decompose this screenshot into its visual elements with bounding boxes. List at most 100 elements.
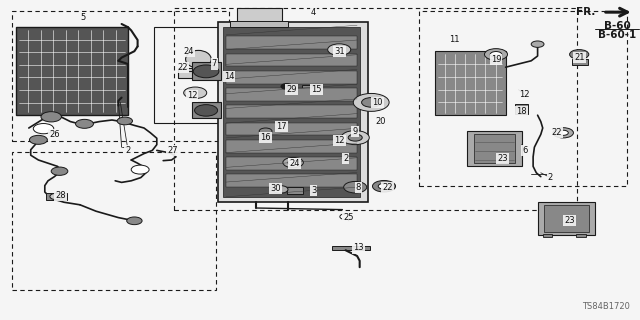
- Bar: [435, 51, 506, 115]
- Text: 12: 12: [187, 92, 197, 100]
- Circle shape: [378, 183, 390, 189]
- Bar: [237, 8, 282, 22]
- Circle shape: [51, 167, 68, 175]
- Bar: [544, 205, 589, 232]
- Text: 31: 31: [334, 47, 344, 56]
- Circle shape: [283, 157, 303, 168]
- Text: 26: 26: [49, 130, 60, 139]
- Text: 8: 8: [356, 183, 361, 192]
- Text: 22: 22: [552, 128, 562, 137]
- Bar: [226, 123, 357, 135]
- Bar: [515, 104, 528, 114]
- Text: 2: 2: [548, 173, 553, 182]
- Bar: [287, 187, 303, 194]
- Text: 2: 2: [343, 154, 348, 163]
- Circle shape: [259, 128, 272, 134]
- Bar: [154, 27, 224, 123]
- Circle shape: [29, 135, 47, 144]
- Bar: [302, 85, 321, 93]
- Text: 11: 11: [449, 36, 460, 44]
- Bar: [226, 54, 357, 67]
- Circle shape: [50, 193, 63, 200]
- Text: 3: 3: [311, 186, 316, 195]
- Text: 27: 27: [168, 146, 178, 155]
- Text: 17: 17: [276, 122, 287, 131]
- Bar: [226, 140, 357, 153]
- Ellipse shape: [186, 51, 211, 68]
- Text: 15: 15: [312, 85, 322, 94]
- Text: 28: 28: [56, 191, 66, 200]
- Text: 30: 30: [270, 184, 280, 193]
- Circle shape: [127, 217, 142, 225]
- Text: 13: 13: [353, 244, 364, 252]
- Circle shape: [76, 119, 93, 128]
- Circle shape: [531, 41, 544, 47]
- Text: TS84B1720: TS84B1720: [582, 302, 630, 311]
- Text: 25: 25: [344, 213, 354, 222]
- Circle shape: [348, 134, 362, 141]
- Circle shape: [372, 180, 396, 192]
- Text: 24: 24: [289, 159, 300, 168]
- Text: B-60: B-60: [604, 20, 630, 31]
- Text: 4: 4: [311, 8, 316, 17]
- Circle shape: [340, 214, 351, 220]
- Bar: [332, 246, 370, 250]
- Bar: [223, 27, 360, 197]
- Text: 20: 20: [376, 117, 386, 126]
- Text: 5: 5: [81, 13, 86, 22]
- Circle shape: [193, 65, 219, 78]
- Circle shape: [490, 52, 502, 57]
- Text: 23: 23: [564, 216, 575, 225]
- Text: 12: 12: [334, 136, 344, 145]
- Text: 7: 7: [212, 60, 217, 68]
- Circle shape: [341, 131, 369, 145]
- Bar: [230, 21, 288, 27]
- Text: 14: 14: [224, 72, 234, 81]
- Bar: [226, 157, 357, 170]
- Text: 29: 29: [286, 85, 296, 94]
- Bar: [174, 8, 577, 210]
- Bar: [12, 11, 229, 141]
- Text: 10: 10: [372, 98, 383, 107]
- Bar: [543, 234, 552, 237]
- Bar: [474, 134, 515, 163]
- Text: 22: 22: [382, 183, 392, 192]
- Text: 9: 9: [353, 127, 358, 136]
- Circle shape: [131, 165, 149, 174]
- Bar: [226, 71, 357, 84]
- Bar: [572, 59, 588, 65]
- Circle shape: [33, 124, 54, 134]
- Text: 24: 24: [184, 47, 194, 56]
- Text: B-60-1: B-60-1: [598, 29, 636, 40]
- Bar: [467, 131, 522, 166]
- Circle shape: [117, 117, 132, 125]
- Text: 18: 18: [516, 108, 527, 116]
- Bar: [192, 102, 221, 118]
- Bar: [226, 36, 357, 49]
- Text: 23: 23: [497, 154, 508, 163]
- Text: 2: 2: [125, 146, 131, 155]
- Circle shape: [570, 50, 589, 59]
- Bar: [576, 234, 586, 237]
- Bar: [192, 62, 221, 80]
- Bar: [538, 202, 595, 235]
- Circle shape: [558, 130, 568, 135]
- Circle shape: [273, 186, 288, 193]
- Text: 21: 21: [574, 53, 584, 62]
- Circle shape: [195, 105, 218, 116]
- Circle shape: [184, 87, 207, 99]
- Circle shape: [353, 93, 389, 111]
- Text: 12: 12: [520, 90, 530, 99]
- Bar: [419, 11, 627, 186]
- Circle shape: [344, 181, 367, 193]
- Text: 22: 22: [177, 63, 188, 72]
- Text: 19: 19: [491, 55, 501, 64]
- Bar: [46, 193, 67, 200]
- Circle shape: [553, 128, 573, 138]
- Bar: [12, 152, 216, 290]
- Bar: [226, 105, 357, 118]
- Bar: [226, 174, 357, 187]
- Bar: [16, 27, 128, 115]
- Circle shape: [288, 160, 298, 165]
- Circle shape: [41, 112, 61, 122]
